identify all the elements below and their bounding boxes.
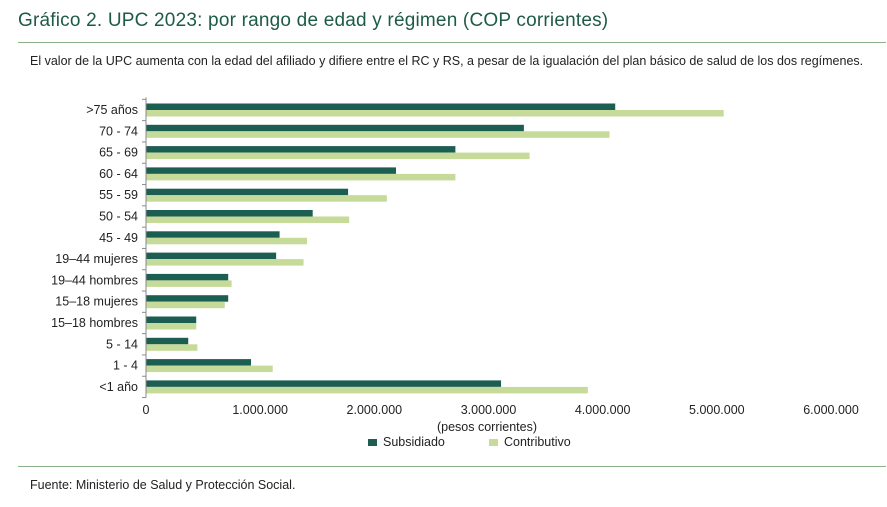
bar-contributivo [146,173,456,181]
bar-subsidiado [146,380,502,387]
x-tick-label: 3.000.000 [461,403,517,417]
chart-title: Gráfico 2. UPC 2023: por rango de edad y… [18,10,609,31]
bar-subsidiado [146,146,456,153]
bar-contributivo [146,280,232,287]
bar-contributivo [146,216,350,223]
category-label: 60 - 64 [99,167,138,181]
x-tick-label: 1.000.000 [232,403,288,417]
bar-contributivo [146,365,273,373]
title-divider [18,42,886,43]
bar-subsidiado [146,316,197,323]
bar-subsidiado [146,188,349,196]
bar-contributivo [146,131,610,138]
category-label: 65 - 69 [99,146,138,160]
bar-contributivo [146,259,304,266]
category-label: 19–44 hombres [51,273,138,287]
x-axis-label: (pesos corrientes) [437,420,537,434]
bar-subsidiado [146,167,397,174]
bar-contributivo [146,386,588,394]
x-tick-label: 2.000.000 [347,403,403,417]
footer-divider [18,466,886,467]
legend-swatch-contributivo [489,439,498,446]
x-tick-label: 0 [143,403,150,417]
bar-contributivo [146,301,225,309]
bar-contributivo [146,110,724,117]
bar-contributivo [146,195,387,202]
category-label: 5 - 14 [106,337,138,351]
legend-label-subsidiado: Subsidiado [383,435,445,449]
category-label: 45 - 49 [99,231,138,245]
bar-contributivo [146,237,307,245]
x-tick-label: 4.000.000 [575,403,631,417]
source-note: Fuente: Ministerio de Salud y Protección… [30,478,296,492]
bar-contributivo [146,323,197,330]
bar-subsidiado [146,359,252,366]
bar-subsidiado [146,337,189,345]
category-label: 70 - 74 [99,124,138,138]
x-tick-label: 6.000.000 [803,403,859,417]
bar-chart: >75 años 70 - 74 65 - 69 60 - 64 55 - 59 50 -… [51,97,859,449]
category-label: >75 años [86,103,138,117]
category-label: 19–44 mujeres [55,252,138,266]
bar-subsidiado [146,273,229,281]
category-label: 1 - 4 [113,359,138,373]
category-label: 55 - 59 [99,188,138,202]
category-label: 15–18 hombres [51,316,138,330]
bar-contributivo [146,344,198,351]
bar-contributivo [146,152,530,160]
bars-group [146,103,724,394]
chart-subtitle: El valor de la UPC aumenta con la edad d… [30,54,864,68]
x-tick-label: 5.000.000 [689,403,745,417]
axes-group: >75 años 70 - 74 65 - 69 60 - 64 55 - 59 50 -… [51,97,859,434]
category-label: 50 - 54 [99,210,138,224]
bar-subsidiado [146,252,277,260]
legend-label-contributivo: Contributivo [504,435,571,449]
bar-subsidiado [146,231,280,238]
bar-subsidiado [146,210,313,217]
bar-subsidiado [146,124,524,132]
category-label: <1 año [99,380,138,394]
bar-subsidiado [146,103,616,110]
bar-subsidiado [146,295,229,302]
legend: Subsidiado Contributivo [368,435,571,449]
legend-swatch-subsidiado [368,439,377,446]
category-label: 15–18 mujeres [55,295,138,309]
